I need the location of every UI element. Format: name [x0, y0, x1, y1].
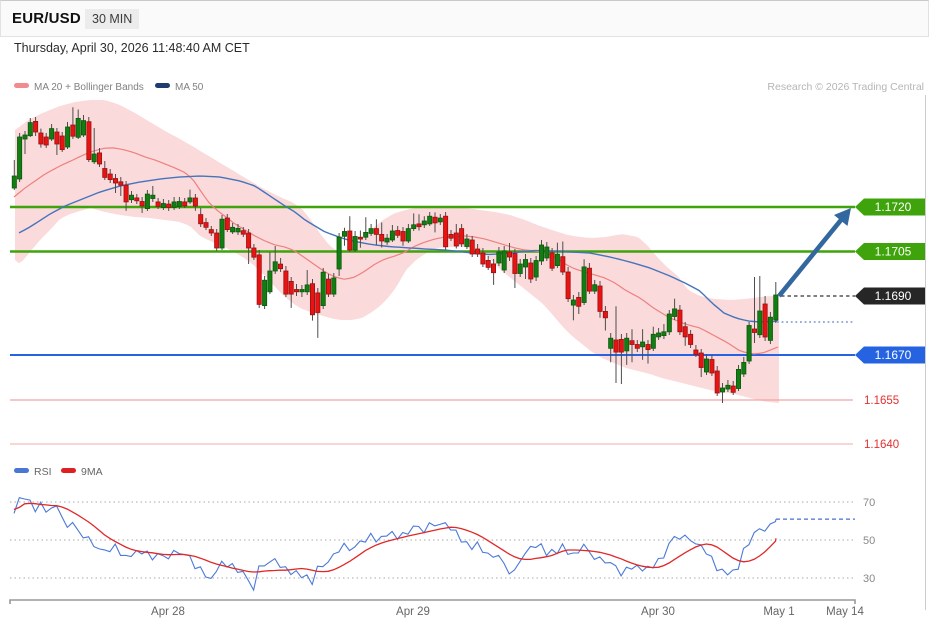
svg-text:1.1655: 1.1655 [864, 395, 899, 407]
svg-text:9MA: 9MA [81, 466, 103, 478]
svg-text:Apr 28: Apr 28 [151, 606, 185, 618]
svg-text:1.1670: 1.1670 [875, 348, 912, 362]
svg-text:30: 30 [863, 573, 875, 585]
svg-text:1.1705: 1.1705 [875, 245, 912, 259]
svg-text:Research © 2026 Trading Centra: Research © 2026 Trading Central [767, 81, 924, 93]
svg-text:MA 50: MA 50 [175, 82, 204, 93]
svg-text:1.1720: 1.1720 [875, 200, 912, 214]
svg-text:1.1640: 1.1640 [864, 439, 899, 451]
svg-text:Apr 29: Apr 29 [396, 606, 430, 618]
svg-text:RSI: RSI [34, 466, 52, 478]
svg-text:May 14: May 14 [826, 606, 864, 618]
svg-text:50: 50 [863, 535, 875, 547]
svg-text:1.1690: 1.1690 [875, 289, 912, 303]
svg-text:70: 70 [863, 497, 875, 509]
svg-text:May 1: May 1 [763, 606, 794, 618]
svg-text:Apr 30: Apr 30 [641, 606, 675, 618]
svg-text:MA 20 + Bollinger Bands: MA 20 + Bollinger Bands [34, 82, 144, 93]
